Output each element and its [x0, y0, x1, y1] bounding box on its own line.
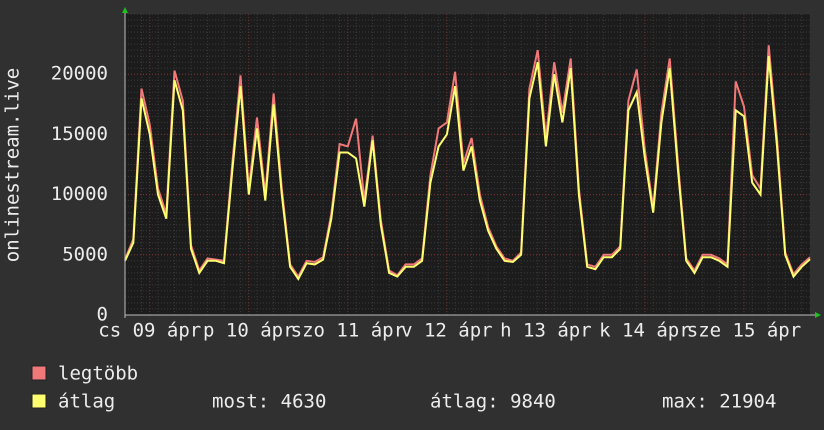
legend-swatch: [31, 365, 47, 381]
labels: 0 5000 10000 15000 20000 cs 09 ápr p 10 áprszo…: [51, 63, 801, 342]
grid: [124, 13, 810, 316]
lines: [124, 45, 811, 281]
legend-swatch: [31, 393, 47, 409]
legend-label: átlag: [58, 391, 115, 413]
legend-stat: átlag: 9840: [430, 391, 556, 413]
legend: legtöbb átlag most: 4630 átlag: 9840 max: 21…: [31, 363, 776, 413]
x-tick-label: cs 09 ápr: [98, 320, 201, 342]
series-line: [124, 56, 811, 281]
legend-stat: max: 21904: [662, 391, 776, 413]
x-tick-label: k 14 ápr: [599, 320, 691, 342]
y-tick-label: 10000: [51, 183, 108, 205]
y-arrow: [122, 7, 128, 13]
y-tick-label: 5000: [62, 243, 108, 265]
x-tick-label: v 12 ápr: [401, 320, 493, 342]
x-tick-label: p 10 ápr: [203, 320, 295, 342]
legend-stat: most: 4630: [212, 391, 326, 413]
y-axis-label: onlinestream.live: [2, 68, 24, 262]
x-tick-label: szo 11 ápr: [291, 320, 405, 342]
x-tick-label: h 13 ápr: [500, 320, 592, 342]
x-tick-label: sze 15 ápr: [687, 320, 801, 342]
x-arrow: [815, 312, 821, 318]
y-tick-label: 20000: [51, 63, 108, 85]
y-tick-label: 15000: [51, 123, 108, 145]
y-tick-label: 0: [97, 304, 108, 326]
legend-label: legtöbb: [58, 363, 138, 385]
